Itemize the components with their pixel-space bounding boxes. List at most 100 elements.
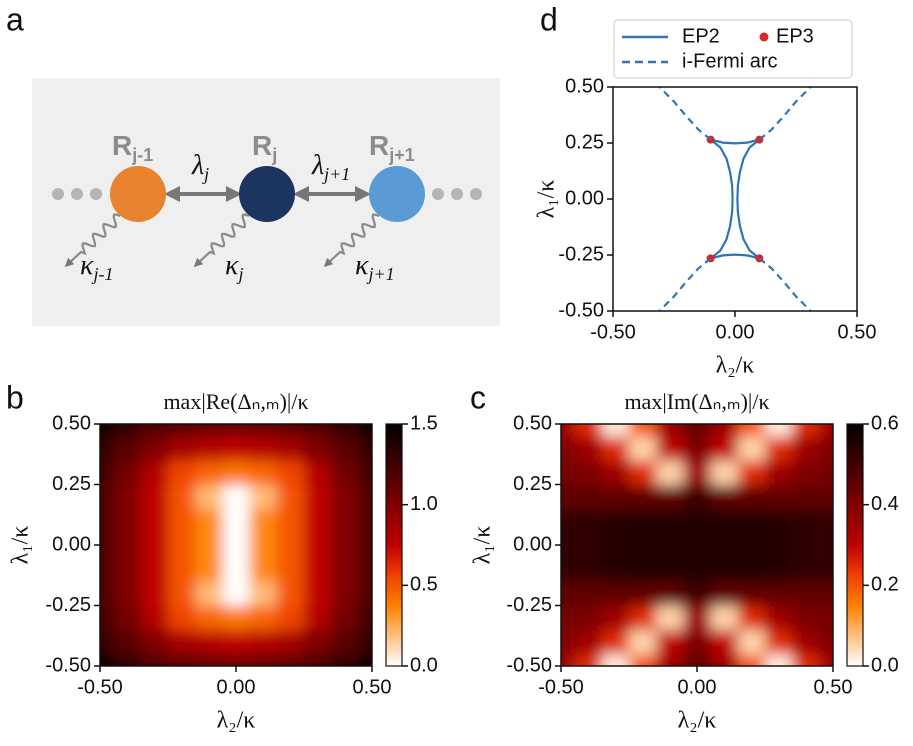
heatmap-cell xyxy=(819,557,833,582)
symbol: R xyxy=(369,130,389,161)
heatmap-cell xyxy=(656,436,684,461)
heatmap-cell xyxy=(140,581,169,606)
heatmap-cell xyxy=(656,653,684,666)
heatmap-cell xyxy=(358,605,372,631)
heatmap-cell xyxy=(656,605,684,631)
heatmap-cell xyxy=(683,460,712,485)
heatmap-cell xyxy=(276,484,305,510)
curve xyxy=(658,86,812,312)
heatmap-cell xyxy=(792,532,820,558)
loss-arrow xyxy=(323,213,380,267)
heatmap-cell xyxy=(113,532,142,558)
heatmap-cell xyxy=(276,532,305,558)
heatmap-cell xyxy=(683,484,712,510)
heatmap-cell xyxy=(222,653,251,666)
resonator-label: Rj xyxy=(252,130,277,164)
heatmap-cell xyxy=(683,581,712,606)
heatmap-cell xyxy=(100,532,115,558)
colorbar xyxy=(385,423,403,667)
heatmap-cell xyxy=(574,484,603,510)
heatmap-cell xyxy=(561,629,576,655)
heatmap-cell xyxy=(765,557,793,582)
heatmap-cell xyxy=(113,629,142,655)
heatmap-cell xyxy=(561,532,576,558)
symbol: R xyxy=(252,130,272,161)
y-tick-label: -0.25 xyxy=(45,594,91,616)
heatmap-cell xyxy=(249,629,278,655)
heatmap-cell xyxy=(222,605,251,631)
heatmap-cell xyxy=(100,436,115,461)
heatmap-cell xyxy=(276,436,305,461)
heatmap-cell xyxy=(195,484,223,510)
y-tick-label: 0.50 xyxy=(52,412,91,434)
heatmap-cell xyxy=(656,557,684,582)
y-tick-label: -0.50 xyxy=(45,654,91,676)
heatmap-cell xyxy=(629,508,657,534)
heatmap-cell xyxy=(358,436,372,461)
heatmap-cell xyxy=(737,653,766,666)
heatmap-cell xyxy=(331,508,359,534)
heatmap-cell xyxy=(629,581,657,606)
heatmap-cell xyxy=(195,605,223,631)
heatmap-cell xyxy=(765,532,793,558)
heatmap-cell xyxy=(683,557,712,582)
heatmap-cell xyxy=(765,629,793,655)
y-tick-label: -0.50 xyxy=(506,654,552,676)
heatmap-cell xyxy=(765,653,793,666)
heatmap-cell xyxy=(792,508,820,534)
heatmap-cell xyxy=(358,557,372,582)
heatmap-cell xyxy=(819,653,833,666)
heatmap-cell xyxy=(819,532,833,558)
heatmap-cell xyxy=(140,629,169,655)
heatmap-cell xyxy=(601,653,630,666)
heatmap-cell xyxy=(819,484,833,510)
heatmap-cell xyxy=(140,508,169,534)
heatmap-cell xyxy=(140,557,169,582)
heatmap-cell xyxy=(113,484,142,510)
heatmap-cell xyxy=(601,424,630,437)
heatmap-cell xyxy=(574,460,603,485)
heatmap-cell xyxy=(561,581,576,606)
heatmap-cell xyxy=(358,460,372,485)
heatmap-cell xyxy=(195,532,223,558)
heatmap-cell xyxy=(100,424,115,437)
x-tick-label: 0.50 xyxy=(838,321,877,343)
heatmap-cell xyxy=(222,629,251,655)
heatmap-cell xyxy=(819,460,833,485)
subscript: j-1 xyxy=(91,264,113,284)
heatmap-cell xyxy=(168,424,196,437)
colorbar-tick-label: 0.5 xyxy=(410,574,438,596)
subscript: j+1 xyxy=(366,264,394,284)
heatmap-cell xyxy=(276,424,305,437)
heatmap-cell xyxy=(710,508,739,534)
heatmap-cells xyxy=(100,424,372,666)
heatmap-cell xyxy=(358,581,372,606)
heatmap-cell xyxy=(601,460,630,485)
heatmap-cell xyxy=(140,532,169,558)
x-tick-label: -0.50 xyxy=(590,321,636,343)
heatmap-cell xyxy=(140,653,169,666)
heatmap-cell xyxy=(561,460,576,485)
symbol: κ xyxy=(225,250,239,281)
heatmap-cell xyxy=(168,653,196,666)
heatmap-cell xyxy=(168,557,196,582)
heatmap-cell xyxy=(683,508,712,534)
heatmap-cell xyxy=(737,605,766,631)
heatmap-cell xyxy=(561,557,576,582)
heatmap-cell xyxy=(574,581,603,606)
y-axis-label: λ₁/κ xyxy=(8,526,34,565)
plot-frame xyxy=(99,423,373,667)
heatmap-cell xyxy=(222,581,251,606)
heatmap-cell xyxy=(168,532,196,558)
heatmap-cell xyxy=(249,460,278,485)
heatmap-cell xyxy=(765,460,793,485)
heatmap-cell xyxy=(601,581,630,606)
heatmap-cell xyxy=(629,532,657,558)
heatmap-cells xyxy=(561,424,833,666)
heatmap-cell xyxy=(100,653,115,666)
legend-box xyxy=(613,19,853,79)
heatmap-cell xyxy=(656,460,684,485)
heatmap-cell xyxy=(276,605,305,631)
heatmap-cell xyxy=(819,605,833,631)
heatmap-cell xyxy=(710,629,739,655)
